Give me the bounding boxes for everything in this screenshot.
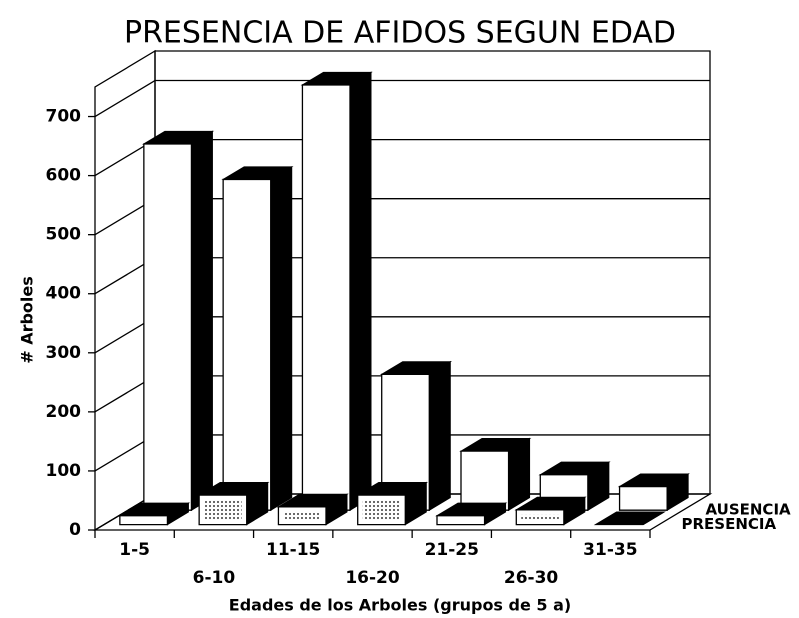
x-tick-label: 11-15 [266, 540, 320, 560]
bar-pattern [283, 511, 321, 521]
bar [459, 437, 532, 512]
bar-front [119, 515, 169, 526]
bar [355, 481, 429, 526]
y-tick-label: 400 [46, 284, 82, 304]
y-tick-label: 0 [69, 520, 81, 540]
bar-front [143, 143, 193, 511]
x-tick-label: 31-35 [583, 540, 637, 560]
y-tick-label: 300 [46, 343, 82, 363]
bar [379, 360, 453, 512]
x-tick-label: 1-5 [119, 540, 150, 560]
grid-line [94, 79, 156, 118]
bar [142, 130, 215, 512]
bar-side [349, 71, 372, 512]
bar-side [428, 360, 451, 512]
bar-front [301, 84, 351, 511]
bar [300, 71, 373, 512]
bar [197, 481, 270, 526]
bar [221, 165, 294, 512]
bar-front [436, 515, 486, 526]
bar-front [222, 178, 272, 511]
x-axis-label: Edades de los Arboles (grupos de 5 a) [229, 596, 571, 615]
bar-pattern [204, 500, 242, 521]
x-tick-label: 6-10 [193, 568, 236, 588]
x-tick-label: 26-30 [504, 568, 559, 588]
y-tick-label: 600 [46, 166, 82, 186]
y-tick-label: 700 [46, 107, 82, 127]
bar-side [270, 165, 293, 512]
y-tick-label: 100 [46, 461, 82, 481]
bar [276, 493, 349, 526]
bar [118, 502, 191, 526]
legend-label: AUSENCIA [706, 500, 792, 518]
x-tick-label: 16-20 [345, 568, 400, 588]
bar-front [460, 450, 510, 511]
bar-front [381, 373, 430, 511]
bar [617, 473, 690, 512]
bar-top [593, 511, 666, 526]
bar-pattern [362, 500, 401, 521]
bar-pattern [521, 514, 559, 521]
bar [435, 502, 508, 526]
bar-side [190, 130, 213, 512]
y-tick-label: 500 [46, 225, 82, 245]
bar-front [618, 485, 668, 511]
y-axis-label: # Arboles [18, 276, 37, 364]
x-tick-label: 21-25 [425, 540, 479, 560]
legend-label: PRESENCIA [682, 515, 777, 533]
bar [593, 511, 666, 526]
y-tick-label: 200 [46, 402, 82, 422]
chart-title: PRESENCIA DE AFIDOS SEGUN EDAD [124, 16, 676, 51]
bar [514, 496, 587, 526]
